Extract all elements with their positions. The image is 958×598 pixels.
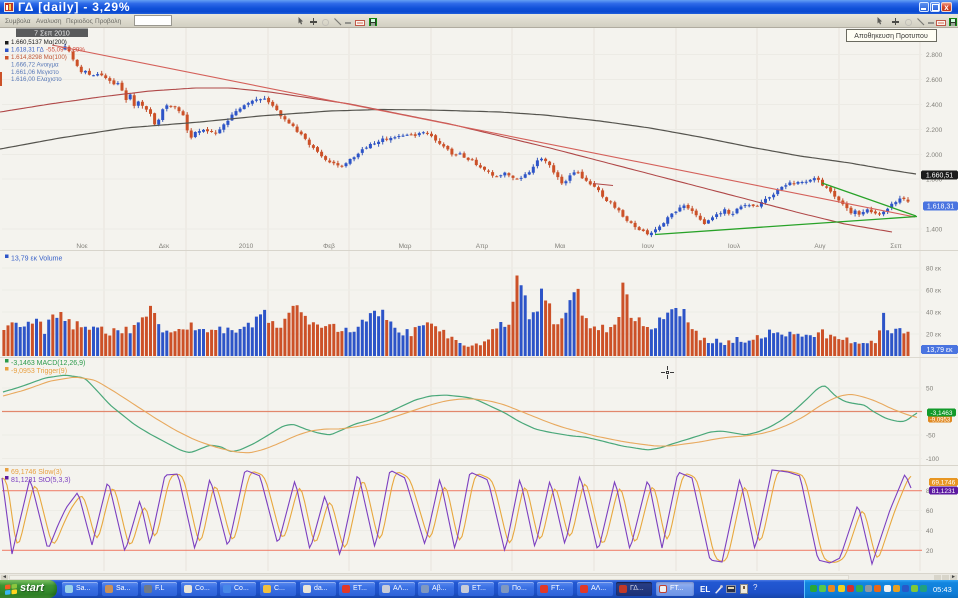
svg-text:1.660,51: 1.660,51 bbox=[926, 173, 953, 180]
svg-text:69,1746: 69,1746 bbox=[932, 480, 956, 487]
svg-text:2.600: 2.600 bbox=[926, 77, 943, 84]
svg-text:-50: -50 bbox=[926, 433, 936, 440]
svg-text:Φεβ: Φεβ bbox=[323, 243, 335, 250]
svg-text:20: 20 bbox=[926, 548, 934, 555]
svg-text:13,79 εκ Volume: 13,79 εκ Volume bbox=[11, 256, 62, 263]
svg-text:2.800: 2.800 bbox=[926, 52, 943, 59]
svg-text:80 εκ: 80 εκ bbox=[926, 266, 942, 273]
svg-text:Σεπ: Σεπ bbox=[890, 243, 902, 250]
svg-text:1.400: 1.400 bbox=[926, 226, 943, 233]
svg-text:2.200: 2.200 bbox=[926, 127, 943, 134]
svg-text:Αυγ: Αυγ bbox=[814, 243, 826, 250]
svg-text:2.000: 2.000 bbox=[926, 152, 943, 159]
svg-text:Αποθηκευση Προτυπου: Αποθηκευση Προτυπου bbox=[854, 33, 928, 40]
svg-text:1.800: 1.800 bbox=[926, 177, 943, 184]
svg-text:1.618,31 ΓΔ: 1.618,31 ΓΔ bbox=[11, 47, 44, 54]
svg-text:Μαι: Μαι bbox=[555, 243, 566, 250]
svg-text:1.666,72 Ανοιγμα: 1.666,72 Ανοιγμα bbox=[11, 62, 59, 69]
svg-text:7 Σεπ 2010: 7 Σεπ 2010 bbox=[34, 31, 70, 38]
svg-text:Ιουλ: Ιουλ bbox=[728, 243, 741, 250]
svg-text:-55,09 -3,29%: -55,09 -3,29% bbox=[46, 47, 85, 54]
svg-text:50: 50 bbox=[926, 386, 934, 393]
svg-text:60: 60 bbox=[926, 508, 934, 515]
svg-text:1.616,00 Ελαχιστο: 1.616,00 Ελαχιστο bbox=[11, 76, 62, 83]
svg-text:-9,0953 Trigger(9): -9,0953 Trigger(9) bbox=[11, 368, 67, 375]
svg-text:20 εκ: 20 εκ bbox=[926, 332, 942, 339]
svg-text:Δεκ: Δεκ bbox=[159, 243, 170, 250]
svg-text:13,79 εκ: 13,79 εκ bbox=[926, 347, 953, 354]
svg-text:-3,1463: -3,1463 bbox=[930, 410, 952, 417]
svg-text:Ιουν: Ιουν bbox=[642, 243, 654, 250]
svg-text:1.614,8298 Μα(100): 1.614,8298 Μα(100) bbox=[11, 54, 67, 61]
svg-text:Νοε: Νοε bbox=[76, 243, 87, 250]
svg-text:2.400: 2.400 bbox=[926, 102, 943, 109]
svg-text:1.660,5137 Μα(200): 1.660,5137 Μα(200) bbox=[11, 39, 67, 46]
svg-text:81,1231: 81,1231 bbox=[932, 488, 956, 495]
svg-text:40 εκ: 40 εκ bbox=[926, 310, 942, 317]
svg-text:Απρ: Απρ bbox=[476, 243, 489, 250]
svg-text:1.618,31: 1.618,31 bbox=[927, 204, 954, 211]
svg-text:40: 40 bbox=[926, 528, 934, 535]
svg-text:-3,1463 MACD(12,26,9): -3,1463 MACD(12,26,9) bbox=[11, 360, 85, 367]
svg-text:-9,0953: -9,0953 bbox=[930, 418, 951, 424]
svg-text:2010: 2010 bbox=[239, 243, 254, 250]
svg-text:1.661,06 Μεγιστο: 1.661,06 Μεγιστο bbox=[11, 69, 59, 76]
svg-text:81,1231 StO(5,3,3): 81,1231 StO(5,3,3) bbox=[11, 477, 71, 484]
svg-text:60 εκ: 60 εκ bbox=[926, 288, 942, 295]
svg-text:-100: -100 bbox=[926, 456, 939, 463]
svg-text:69,1746 Slow(3): 69,1746 Slow(3) bbox=[11, 469, 62, 476]
svg-text:Μαρ: Μαρ bbox=[399, 243, 412, 250]
